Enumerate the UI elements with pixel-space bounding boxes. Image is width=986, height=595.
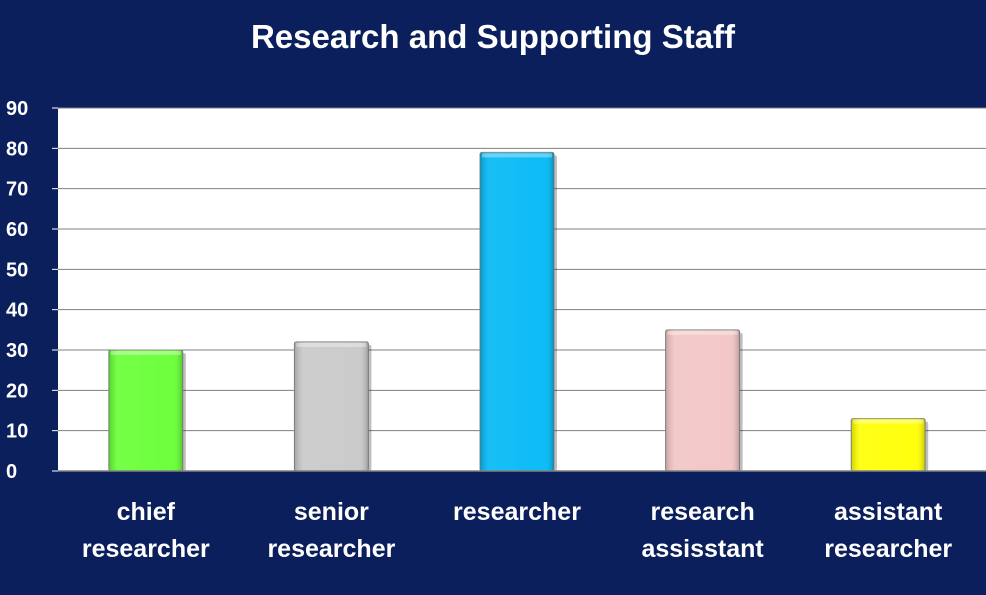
x-tick-label-line: chief bbox=[117, 498, 176, 526]
y-tick-label: 60 bbox=[6, 219, 28, 241]
bar-bevel bbox=[294, 341, 369, 471]
bar-highlight bbox=[482, 153, 552, 158]
chart-title: Research and Supporting Staff bbox=[250, 18, 736, 55]
y-tick-label: 80 bbox=[6, 138, 28, 160]
bar-bevel bbox=[480, 152, 554, 471]
x-tick-label-line: researcher bbox=[453, 498, 581, 526]
y-axis-ticks: 0 10 20 30 40 50 60 70 80 90 bbox=[6, 98, 58, 483]
x-tick-label: researcher bbox=[453, 498, 581, 526]
y-tick-label: 20 bbox=[6, 380, 28, 402]
y-tick-label: 70 bbox=[6, 179, 28, 201]
bar-bevel bbox=[851, 418, 926, 471]
x-tick-label: senior researcher bbox=[267, 498, 395, 563]
x-tick-label-line: researcher bbox=[267, 535, 395, 563]
y-tick-label: 0 bbox=[6, 461, 17, 483]
x-tick-label: assistant researcher bbox=[824, 498, 952, 563]
y-tick-label: 50 bbox=[6, 259, 28, 281]
x-tick-label-line: researcher bbox=[824, 535, 952, 563]
bar-highlight bbox=[667, 330, 738, 335]
bar-group bbox=[293, 341, 372, 472]
x-tick-label-line: assistant bbox=[834, 498, 943, 526]
x-tick-label-line: senior bbox=[294, 498, 369, 526]
x-tick-label-line: research bbox=[650, 498, 754, 526]
y-tick-label: 40 bbox=[6, 300, 28, 322]
y-tick-label: 10 bbox=[6, 421, 28, 443]
x-tick-label-line: assisstant bbox=[641, 535, 764, 563]
bar-group bbox=[850, 418, 929, 472]
bar-group bbox=[479, 151, 557, 472]
bar-highlight bbox=[853, 419, 924, 424]
x-axis-labels: chief researcher senior researcher researche… bbox=[82, 498, 953, 563]
x-tick-label: chief researcher bbox=[82, 498, 210, 563]
y-tick-label: 90 bbox=[6, 98, 28, 120]
bar-highlight bbox=[296, 342, 367, 347]
bar-highlight bbox=[110, 351, 181, 355]
bars bbox=[108, 151, 929, 472]
y-tick-label: 30 bbox=[6, 340, 28, 362]
x-tick-label: research assisstant bbox=[641, 498, 764, 563]
x-tick-label-line: researcher bbox=[82, 535, 210, 563]
bar-bevel bbox=[108, 350, 183, 471]
bar-group bbox=[108, 349, 186, 472]
bar-group bbox=[665, 329, 743, 472]
bar-bevel bbox=[665, 329, 740, 471]
